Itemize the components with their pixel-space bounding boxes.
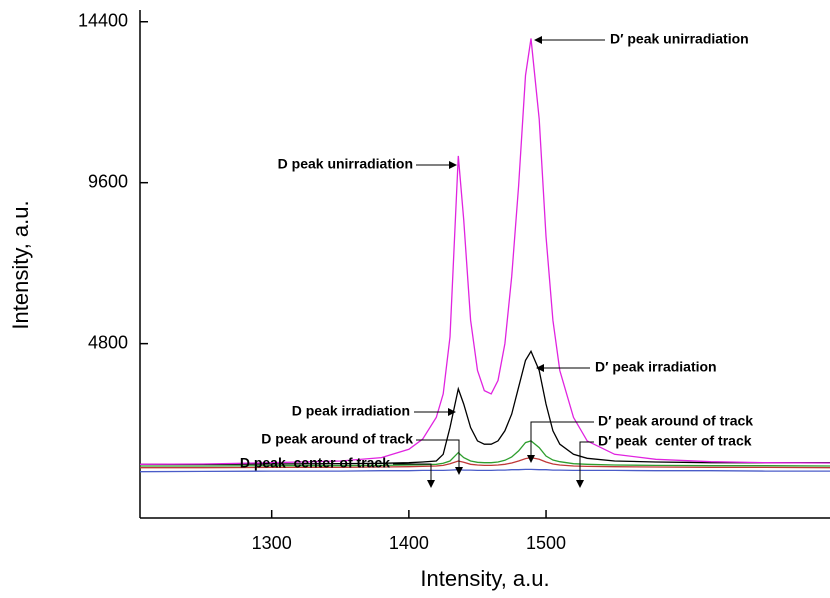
annotation-arrow	[393, 463, 435, 488]
series-line	[140, 349, 830, 465]
series-line	[139, 468, 830, 473]
annotation: D′ peak irradiation	[595, 359, 717, 375]
annotation: D′ peak center of track	[598, 433, 752, 449]
y-axis-label: Intensity, a.u.	[8, 200, 33, 329]
annotation-arrow	[576, 441, 594, 488]
x-tick-label: 1500	[526, 533, 566, 553]
series-line	[140, 440, 830, 467]
y-tick-label: 4800	[88, 332, 128, 352]
series-line	[139, 38, 830, 465]
annotation: D peak center of track	[240, 455, 390, 471]
x-tick-label: 1300	[252, 533, 292, 553]
annotation: D peak around of track	[261, 431, 413, 447]
annotation: D′ peak unirradiation	[610, 31, 749, 47]
annotation: D′ peak around of track	[598, 413, 753, 429]
x-tick-label: 1400	[389, 533, 429, 553]
annotation: D peak irradiation	[292, 403, 410, 419]
y-tick-label: 9600	[88, 171, 128, 191]
x-axis-label: Intensity, a.u.	[420, 566, 549, 591]
annotation-arrow	[416, 439, 463, 475]
series-line	[140, 456, 830, 469]
annotation: D peak unirradiation	[278, 156, 413, 172]
annotation-arrow	[527, 421, 594, 463]
y-tick-label: 14400	[78, 10, 128, 30]
